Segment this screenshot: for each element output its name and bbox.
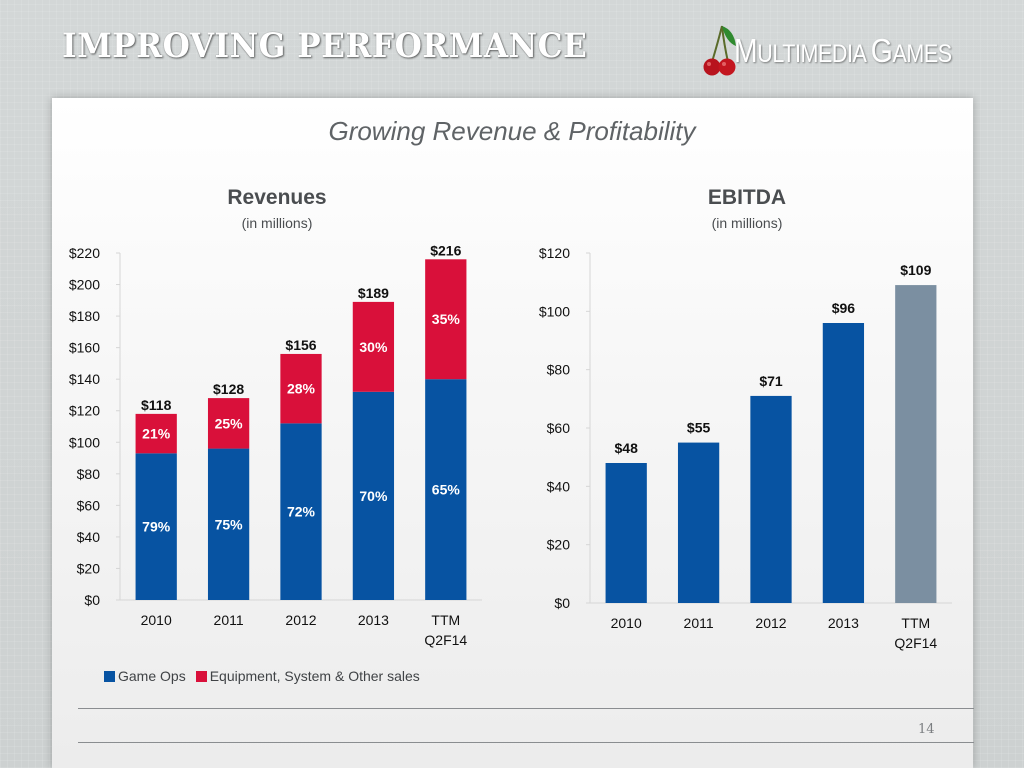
logo-wordmark: MULTIMEDIA GAMES [734,32,952,69]
ebitda-bar [895,285,937,603]
revenue-y-tick-label: $120 [69,403,100,419]
revenue-bar-game-ops [280,423,322,600]
revenue-pct-label-equipment: 35% [432,311,461,327]
ebitda-y-tick-label: $0 [554,595,570,611]
ebitda-bar [677,442,720,603]
revenue-pct-label-game-ops: 79% [142,519,171,535]
revenue-pct-label-game-ops: 75% [215,516,244,532]
ebitda-x-tick-label: 2012 [755,615,786,631]
revenue-bar-equipment [352,301,395,392]
revenue-bar-game-ops [352,391,395,600]
revenue-bar-game-ops [425,379,467,600]
revenue-pct-label-equipment: 25% [215,415,244,431]
slide-title: IMPROVING PERFORMANCE [62,26,588,66]
revenue-pct-label-game-ops: 72% [287,504,316,520]
revenue-total-label: $216 [430,242,461,258]
ebitda-value-label: $71 [759,373,783,389]
page-number: 14 [918,722,935,737]
ebitda-y-tick-label: $120 [539,245,570,261]
revenue-y-tick-label: $80 [77,466,101,482]
legend-swatch-equipment [195,670,207,682]
ebitda-y-tick-label: $40 [547,478,571,494]
footer-rule-top [78,708,974,709]
ebitda-x-tick-label: 2010 [611,615,642,631]
revenue-bar-equipment [425,259,467,380]
legend-item-equipment: Equipment, System & Other sales [195,668,420,684]
revenue-pct-label-game-ops: 65% [432,482,461,498]
revenue-y-tick-label: $180 [69,308,100,324]
revenue-bar-equipment [135,413,177,454]
revenue-pct-label-equipment: 21% [142,426,171,442]
legend-swatch-game-ops [104,670,115,682]
ebitda-chart-subtitle: (in millions) [711,215,783,231]
revenue-chart-subtitle: (in millions) [241,215,313,231]
ebitda-y-tick-label: $20 [547,537,571,553]
ebitda-value-label: $109 [900,262,931,278]
ebitda-x-tick-label: 2011 [684,615,714,631]
revenue-bar-equipment [207,398,250,449]
revenue-y-tick-label: $200 [69,277,100,293]
company-logo: MULTIMEDIA GAMES [700,22,990,78]
legend-item-game-ops: Game Ops [104,668,186,684]
revenue-pct-label-game-ops: 70% [359,488,388,504]
ebitda-y-tick-label: $100 [539,303,570,319]
cherry-icon [703,25,736,76]
revenue-y-tick-label: $220 [69,245,100,261]
ebitda-bar [605,463,647,603]
content-panel [52,98,973,768]
ebitda-bar [750,395,792,603]
revenue-bar-game-ops [207,448,250,600]
revenue-bar-game-ops [135,453,177,600]
revenue-chart-title: Revenues [227,186,327,209]
ebitda-x-tick-label: TTM [901,615,930,631]
revenue-y-tick-label: $60 [77,497,101,513]
ebitda-value-label: $55 [687,420,711,436]
revenue-x-tick-label: TTM [431,612,460,628]
legend-label-game-ops: Game Ops [118,668,186,684]
revenue-x-tick-label: 2012 [285,612,316,628]
ebitda-y-tick-label: $60 [547,420,571,436]
ebitda-y-tick-label: $80 [547,362,571,378]
revenue-y-tick-label: $0 [84,592,100,608]
slide-subtitle: Growing Revenue & Profitability [328,116,696,146]
ebitda-value-label: $96 [832,300,856,316]
ebitda-x-tick-label: Q2F14 [894,635,937,651]
revenue-y-tick-label: $140 [69,371,100,387]
revenue-bar-equipment [280,353,322,424]
revenue-y-tick-label: $160 [69,340,100,356]
revenue-legend: Game Ops Equipment, System & Other sales [104,668,420,684]
ebitda-chart-title: EBITDA [707,186,787,209]
ebitda-bar [822,323,865,603]
revenue-x-tick-label: Q2F14 [424,632,467,648]
revenue-y-tick-label: $100 [69,434,100,450]
revenue-total-label: $128 [213,381,244,397]
ebitda-value-label: $48 [615,440,639,456]
revenue-x-tick-label: 2010 [141,612,172,628]
revenue-x-tick-label: 2011 [214,612,244,628]
ebitda-x-tick-label: 2013 [828,615,859,631]
legend-label-equipment: Equipment, System & Other sales [209,668,420,684]
revenue-y-tick-label: $20 [77,560,101,576]
revenue-total-label: $189 [358,285,389,301]
revenue-total-label: $156 [285,337,316,353]
footer-rule-bottom [78,742,974,743]
revenue-x-tick-label: 2013 [358,612,389,628]
revenue-total-label: $118 [141,397,172,413]
revenue-pct-label-equipment: 30% [359,339,388,355]
revenue-y-tick-label: $40 [77,529,101,545]
revenue-pct-label-equipment: 28% [287,381,316,397]
